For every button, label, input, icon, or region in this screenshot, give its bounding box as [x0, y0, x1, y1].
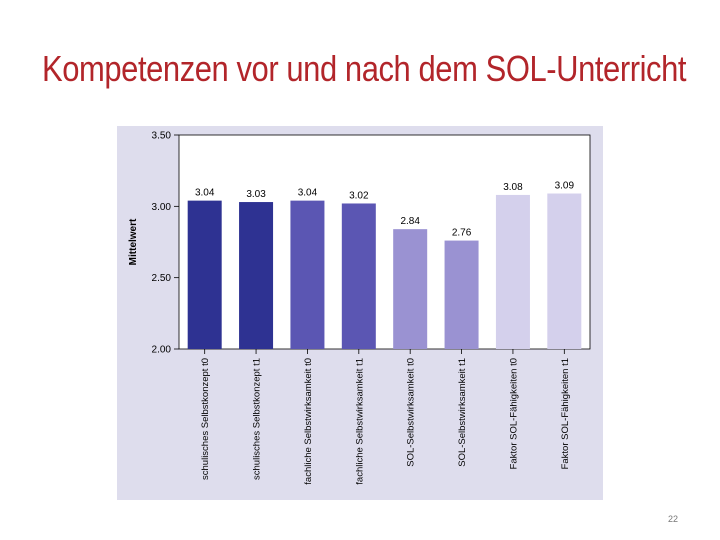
- bar: [187, 200, 222, 349]
- x-category-label: SOL-Selbstwirksamkeit t1: [457, 358, 468, 467]
- x-category-label: schulisches Selbstkonzept t0: [200, 358, 211, 480]
- x-category-label: schulisches Selbstkonzept t1: [252, 358, 263, 480]
- bar-value-label: 3.02: [349, 190, 369, 201]
- bar-value-label: 3.09: [555, 180, 575, 191]
- y-tick-label: 3.00: [152, 202, 172, 213]
- bar-value-label: 2.76: [452, 228, 472, 239]
- bar: [547, 193, 582, 349]
- bar: [444, 240, 479, 349]
- bar-series: [187, 193, 582, 349]
- page-number: 22: [667, 514, 678, 524]
- bar-value-label: 3.04: [298, 188, 318, 199]
- x-axis: schulisches Selbstkonzept t0 schulisches …: [200, 349, 571, 485]
- bar-value-label: 3.08: [503, 182, 523, 193]
- bar: [290, 200, 325, 349]
- y-axis-label: Mittelwert: [128, 218, 139, 265]
- x-category-label: Faktor SOL-Fähigkeiten t0: [508, 358, 519, 469]
- slide-title: Kompetenzen vor und nach dem SOL-Unterri…: [42, 48, 687, 89]
- y-tick-label: 2.00: [152, 345, 172, 356]
- y-axis: 2.00 2.50 3.00 3.50: [152, 131, 179, 356]
- bar: [341, 203, 376, 349]
- bar-value-label: 3.04: [195, 188, 215, 199]
- y-tick-label: 3.50: [152, 131, 172, 142]
- value-labels: 3.04 3.03 3.04 3.02 2.84 2.76 3.08 3.09: [195, 180, 575, 238]
- bar: [393, 229, 428, 349]
- y-tick-label: 2.50: [152, 273, 172, 284]
- x-category-label: fachliche Selbstwirksamkeit t0: [303, 358, 314, 485]
- x-category-label: SOL-Selbstwirksamkeit t0: [406, 358, 417, 467]
- bar-value-label: 2.84: [400, 216, 420, 227]
- bar-value-label: 3.03: [246, 189, 266, 200]
- bar-chart: 2.002.503.003.50 Mittelwert 3.04 3.03 3.04…: [128, 131, 591, 485]
- x-category-label: Faktor SOL-Fähigkeiten t1: [560, 358, 571, 469]
- chart-panel: 2.00 2.50 3.00 3.50 Mittelwert 3.04 3.03 3.04…: [117, 126, 603, 500]
- bar: [495, 194, 530, 349]
- x-category-label: fachliche Selbstwirksamkeit t1: [354, 358, 365, 485]
- bar: [239, 202, 274, 349]
